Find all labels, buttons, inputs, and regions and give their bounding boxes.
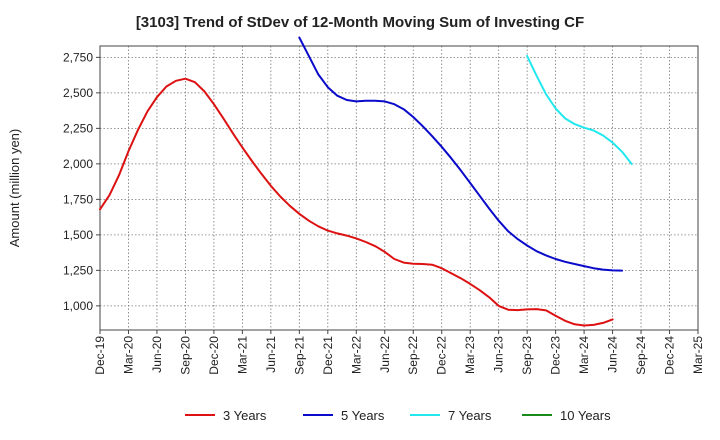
y-tick-label: 2,500 (63, 86, 93, 100)
series-line-5-years (298, 36, 624, 272)
x-tick-label: Dec-19 (93, 336, 107, 375)
legend-label-3-years: 3 Years (223, 408, 267, 423)
x-tick-label: Dec-22 (435, 336, 449, 375)
y-tick-label: 1,750 (63, 192, 93, 206)
y-tick-label: 1,250 (63, 263, 93, 277)
x-tick-label: Jun-22 (378, 336, 392, 373)
x-tick-label: Sep-21 (292, 336, 306, 375)
series-line-3-years (99, 77, 614, 327)
x-tick-label: Jun-24 (606, 336, 620, 373)
y-tick-label: 2,750 (63, 50, 93, 64)
y-axis-label: Amount (million yen) (7, 129, 22, 248)
x-tick-label: Mar-21 (235, 336, 249, 374)
y-tick-label: 2,250 (63, 121, 93, 135)
x-tick-label: Sep-23 (520, 336, 534, 375)
x-tick-label: Dec-24 (663, 336, 677, 375)
y-tick-label: 1,500 (63, 228, 93, 242)
x-tick-label: Mar-20 (121, 336, 135, 374)
x-tick-label: Jun-20 (150, 336, 164, 373)
x-tick-label: Jun-21 (264, 336, 278, 373)
x-tick-label: Sep-24 (634, 336, 648, 375)
x-tick-label: Mar-22 (349, 336, 363, 374)
legend-label-5-years: 5 Years (341, 408, 385, 423)
chart-title: [3103] Trend of StDev of 12-Month Moving… (135, 14, 585, 31)
y-tick-label: 1,000 (63, 299, 93, 313)
legend-label-10-years: 10 Years (560, 408, 611, 423)
x-tick-label: Dec-21 (321, 336, 335, 375)
x-tick-label: Sep-22 (406, 336, 420, 375)
legend-label-7-years: 7 Years (448, 408, 492, 423)
series-line-7-years (526, 54, 633, 165)
y-tick-label: 2,000 (63, 157, 93, 171)
x-tick-label: Mar-25 (691, 336, 705, 374)
x-tick-label: Jun-23 (492, 336, 506, 373)
plot-area (100, 46, 698, 330)
x-tick-label: Dec-20 (207, 336, 221, 375)
x-tick-label: Mar-24 (577, 336, 591, 374)
plot-border (99, 45, 699, 331)
x-tick-label: Dec-23 (549, 336, 563, 375)
x-tick-label: Mar-23 (463, 336, 477, 374)
x-tick-label: Sep-20 (178, 336, 192, 375)
